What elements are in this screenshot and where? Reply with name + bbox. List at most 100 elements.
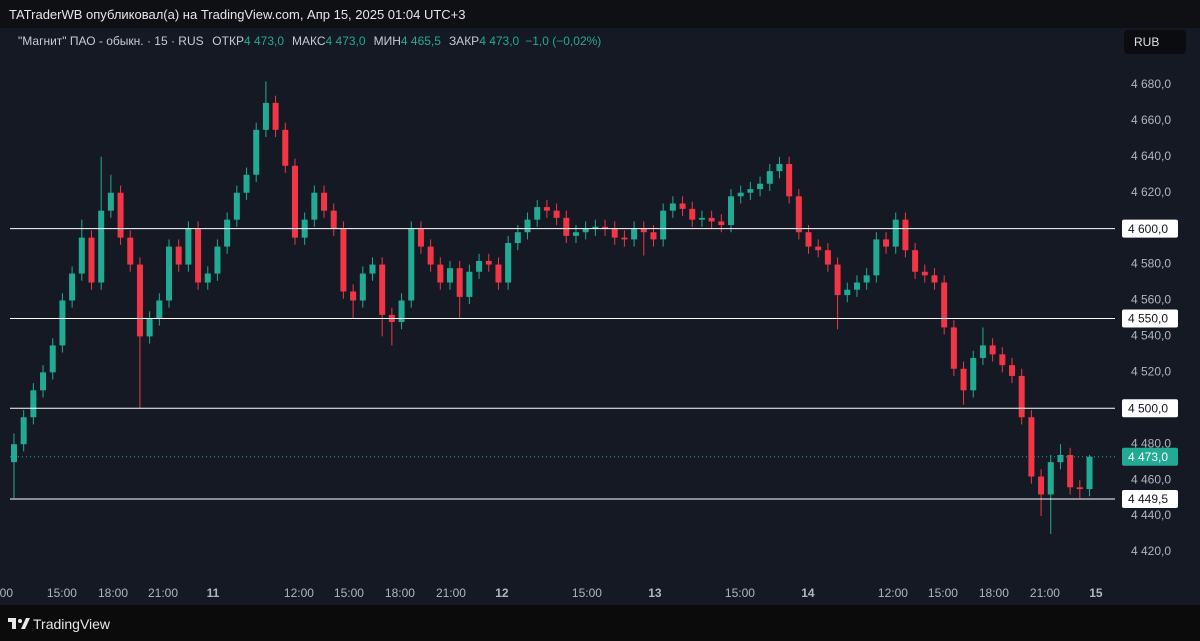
candle-body <box>291 165 298 238</box>
candle-body <box>98 210 105 283</box>
x-tick-label: 18:00 <box>385 586 415 600</box>
candle-body <box>534 207 541 220</box>
candle-body <box>456 268 463 297</box>
candle-body <box>156 300 163 319</box>
brand: TradingView <box>33 616 111 632</box>
candle-body <box>1086 456 1093 490</box>
candles <box>10 81 1093 534</box>
x-tick-label: 15:00 <box>47 586 77 600</box>
candle-body <box>10 444 17 463</box>
candle-body <box>398 300 405 323</box>
candle-body <box>572 232 579 236</box>
candle-body <box>117 192 124 238</box>
candle-body <box>786 163 793 197</box>
candle-body <box>350 291 357 301</box>
y-tick-label: 4 480,0 <box>1131 436 1171 450</box>
publisher-line: TATraderWB опубликовал(а) на TradingView… <box>9 7 466 22</box>
candle-body <box>805 232 812 247</box>
chart: 4 420,0 4 440,0 4 460,0 4 480,0 4 500,0 4 520… <box>0 28 1200 605</box>
candle-body <box>1008 365 1015 376</box>
candle-body <box>631 228 638 240</box>
candle-body <box>359 273 366 301</box>
chart-background <box>0 28 1200 605</box>
candle-body <box>40 372 47 391</box>
change: −1,0 (−0,02%) <box>525 34 602 48</box>
candle-body <box>563 217 570 236</box>
candle-body <box>689 208 696 220</box>
candle-body <box>1067 454 1074 488</box>
y-tick-label: 4 560,0 <box>1131 293 1171 307</box>
candle-body <box>408 228 415 301</box>
candle-body <box>253 129 260 175</box>
y-tick-label: 4 680,0 <box>1131 77 1171 91</box>
candle-body <box>553 210 560 218</box>
candle-body <box>979 345 986 358</box>
candle-body <box>505 243 512 283</box>
level-label: 4 500,0 <box>1128 401 1168 415</box>
level-box <box>1122 399 1178 418</box>
candle-body <box>989 345 996 355</box>
candle-body <box>582 228 589 233</box>
candle-body <box>185 228 192 265</box>
candle-body <box>514 232 521 244</box>
candle-body <box>262 102 269 130</box>
candle-body <box>30 390 37 418</box>
candle-body <box>728 196 735 226</box>
candle-body <box>437 264 444 283</box>
candle-body <box>824 250 831 265</box>
candle-body <box>660 210 667 240</box>
candle-body <box>59 300 66 346</box>
candle-body <box>136 264 143 337</box>
candle-body <box>950 327 957 369</box>
candle-body <box>1018 375 1025 418</box>
candle-body <box>204 273 211 283</box>
candle-body <box>795 196 802 233</box>
candle-body <box>611 228 618 238</box>
candle-body <box>224 219 231 247</box>
x-tick-label: 18:00 <box>979 586 1009 600</box>
candle-body <box>321 192 328 211</box>
level-box <box>1122 489 1178 508</box>
candle-body <box>543 207 550 211</box>
candle-body <box>883 239 890 247</box>
legend-value: 4 473,0 <box>479 34 520 48</box>
candle-body <box>834 264 841 296</box>
candle-body <box>1038 476 1045 495</box>
candle-body <box>902 219 909 251</box>
legend-key: ОТКР <box>212 34 244 48</box>
candle-body <box>195 228 202 283</box>
candle-body <box>592 226 599 229</box>
candle-body <box>621 237 628 240</box>
level-box <box>1122 219 1178 238</box>
candle-body <box>166 246 173 301</box>
x-tick-label: 18:00 <box>98 586 128 600</box>
candle-body <box>146 318 153 337</box>
legend-value: 4 465,5 <box>400 34 441 48</box>
currency-button[interactable]: RUB <box>1124 30 1186 54</box>
candle-body <box>941 282 948 328</box>
candle-body <box>766 171 773 184</box>
y-tick-label: 4 640,0 <box>1131 149 1171 163</box>
last-price-label: 4 473,0 <box>1128 450 1168 464</box>
candle-body <box>960 368 967 391</box>
candle-body <box>107 192 114 211</box>
last-price-box <box>1122 447 1178 466</box>
candle-body <box>88 237 95 283</box>
candle-body <box>495 264 502 283</box>
candle-body <box>379 264 386 315</box>
candle-body <box>311 192 318 220</box>
ohlc-legend: "Магнит" ПАО - обыкн. · 15 · RUS ОТКР4 4… <box>18 34 607 48</box>
candle-body <box>844 289 851 296</box>
candle-body <box>970 357 977 391</box>
legend-key: МИН <box>373 34 401 48</box>
candle-body <box>912 250 919 272</box>
candle-body <box>485 260 492 265</box>
candle-body <box>640 228 647 233</box>
candle-body <box>330 210 337 229</box>
x-tick-label: 15:00 <box>334 586 364 600</box>
x-tick-label: 15:00 <box>725 586 755 600</box>
y-tick-label: 4 660,0 <box>1131 113 1171 127</box>
candle-body <box>524 219 531 233</box>
x-tick-label: 14 <box>801 586 815 600</box>
